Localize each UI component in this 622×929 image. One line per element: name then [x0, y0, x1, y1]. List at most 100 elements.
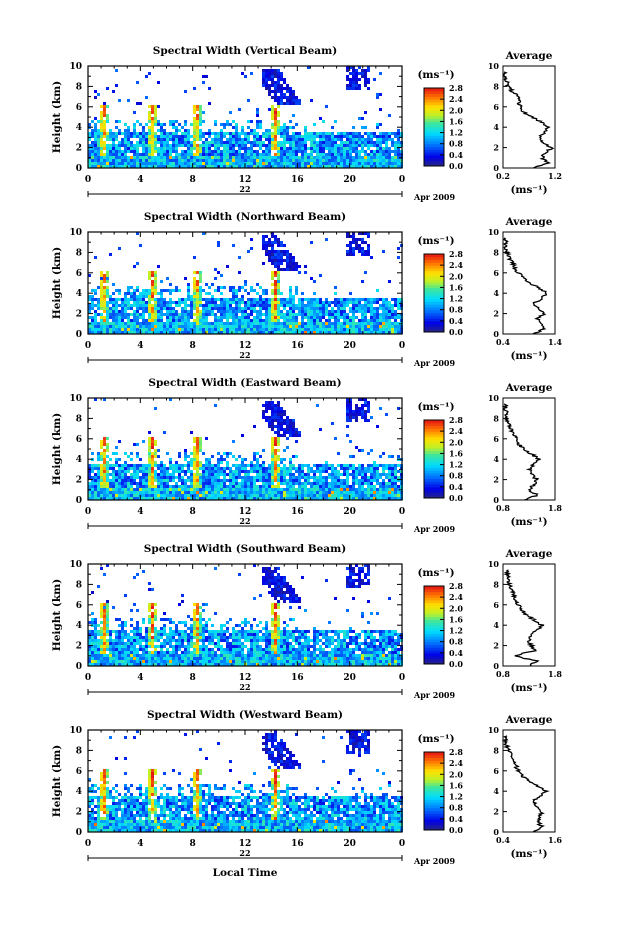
heatmap-cell: [385, 132, 388, 135]
heatmap-cell: [301, 156, 304, 159]
heatmap-cell: [112, 162, 115, 165]
heatmap-cell: [106, 437, 109, 440]
heatmap-cell: [148, 105, 151, 108]
heatmap-cell: [367, 464, 370, 467]
heatmap-cell: [286, 135, 289, 138]
heatmap-cell: [199, 476, 202, 479]
heatmap-cell: [103, 111, 106, 114]
heatmap-cell: [301, 313, 304, 316]
heatmap-cell: [190, 470, 193, 473]
heatmap-cell: [136, 497, 139, 500]
heatmap-cell: [139, 485, 142, 488]
heatmap-cell: [94, 482, 97, 485]
heatmap-cell: [310, 277, 313, 280]
heatmap-cell: [334, 120, 337, 123]
heatmap-cell: [337, 144, 340, 147]
heatmap-cell: [256, 292, 259, 295]
heatmap-cell: [376, 96, 379, 99]
heatmap-cell: [118, 304, 121, 307]
heatmap-cell: [133, 322, 136, 325]
heatmap-cell: [250, 159, 253, 162]
heatmap-cell: [364, 413, 367, 416]
heatmap-cell: [265, 479, 268, 482]
heatmap-cell: [220, 470, 223, 473]
heatmap-cell: [298, 156, 301, 159]
heatmap-cell: [259, 147, 262, 150]
heatmap-cell: [274, 467, 277, 470]
heatmap-cell: [136, 473, 139, 476]
heatmap-cell: [115, 328, 118, 331]
heatmap-cell: [244, 147, 247, 150]
heatmap-cell: [340, 316, 343, 319]
heatmap-cell: [151, 319, 154, 322]
heatmap-cell: [346, 147, 349, 150]
heatmap-cell: [139, 135, 142, 138]
heatmap-cell: [361, 479, 364, 482]
heatmap-cell: [244, 470, 247, 473]
heatmap-cell: [274, 410, 277, 413]
heatmap-cell: [100, 494, 103, 497]
heatmap-cell: [217, 141, 220, 144]
heatmap-cell: [184, 464, 187, 467]
heatmap-cell: [163, 313, 166, 316]
heatmap-cell: [349, 141, 352, 144]
heatmap-cell: [175, 126, 178, 129]
heatmap-cell: [166, 307, 169, 310]
heatmap-cell: [133, 301, 136, 304]
heatmap-cell: [154, 479, 157, 482]
heatmap-cell: [199, 286, 202, 289]
heatmap-cell: [331, 156, 334, 159]
heatmap-cell: [124, 473, 127, 476]
heatmap-cell: [109, 153, 112, 156]
heatmap-cell: [238, 147, 241, 150]
heatmap-cell: [103, 280, 106, 283]
heatmap-cell: [349, 419, 352, 422]
heatmap-cell: [202, 298, 205, 301]
heatmap-cell: [391, 144, 394, 147]
heatmap-cell: [271, 494, 274, 497]
heatmap-cell: [220, 479, 223, 482]
heatmap-cell: [349, 322, 352, 325]
heatmap-cell: [145, 159, 148, 162]
heatmap-cell: [235, 491, 238, 494]
heatmap-cell: [193, 283, 196, 286]
heatmap-cell: [103, 497, 106, 500]
heatmap-cell: [262, 235, 265, 238]
heatmap-cell: [208, 479, 211, 482]
heatmap-cell: [346, 416, 349, 419]
heatmap-cell: [118, 494, 121, 497]
heatmap-cell: [103, 440, 106, 443]
heatmap-cell: [103, 114, 106, 117]
colorbar-band: [424, 323, 444, 327]
heatmap-cell: [304, 488, 307, 491]
heatmap-cell: [136, 316, 139, 319]
heatmap-cell: [367, 407, 370, 410]
heatmap-cell: [91, 328, 94, 331]
heatmap-cell: [163, 141, 166, 144]
heatmap-cell: [301, 464, 304, 467]
heatmap-cell: [241, 153, 244, 156]
heatmap-cell: [190, 159, 193, 162]
heatmap-cell: [223, 476, 226, 479]
heatmap-cell: [151, 150, 154, 153]
heatmap-cell: [88, 274, 91, 277]
heatmap-cell: [133, 310, 136, 313]
heatmap-cell: [283, 138, 286, 141]
heatmap-cell: [289, 165, 292, 168]
heatmap-cell: [370, 491, 373, 494]
heatmap-cell: [151, 298, 154, 301]
heatmap-cell: [238, 271, 241, 274]
heatmap-cell: [175, 162, 178, 165]
heatmap-cell: [235, 470, 238, 473]
heatmap-cell: [283, 123, 286, 126]
heatmap-cell: [238, 304, 241, 307]
heatmap-cell: [340, 497, 343, 500]
heatmap-cell: [145, 497, 148, 500]
heatmap-cell: [100, 467, 103, 470]
heatmap-cell: [280, 165, 283, 168]
heatmap-cell: [160, 328, 163, 331]
heatmap-cell: [124, 150, 127, 153]
heatmap-cell: [280, 476, 283, 479]
heatmap-cell: [277, 262, 280, 265]
heatmap-cell: [262, 292, 265, 295]
